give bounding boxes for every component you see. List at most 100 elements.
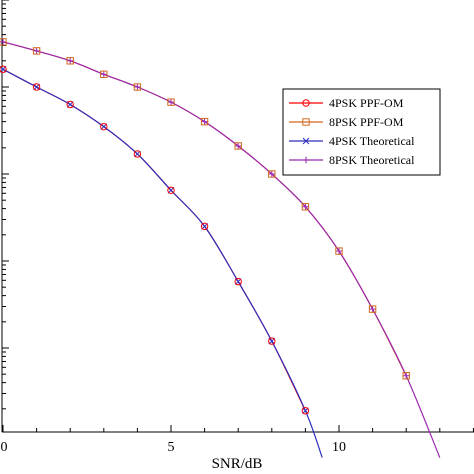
circle-marker bbox=[167, 186, 175, 194]
square-marker bbox=[268, 170, 276, 178]
x-marker-stroke bbox=[302, 407, 309, 415]
data-point bbox=[0, 65, 7, 73]
data-point bbox=[66, 100, 74, 109]
circle-marker bbox=[100, 122, 108, 131]
square-marker bbox=[200, 117, 209, 126]
legend-item: 8PSK Theoretical bbox=[289, 153, 415, 167]
data-point bbox=[167, 186, 175, 194]
square-marker bbox=[301, 203, 310, 211]
data-point bbox=[368, 305, 377, 313]
data-point bbox=[234, 142, 242, 150]
data-point bbox=[32, 47, 41, 55]
square-marker bbox=[100, 70, 108, 78]
x-marker-stroke bbox=[268, 337, 276, 345]
data-point bbox=[32, 83, 41, 91]
data-point bbox=[0, 38, 7, 46]
square-marker bbox=[0, 38, 7, 46]
x-marker-stroke bbox=[100, 123, 108, 131]
data-point bbox=[33, 47, 41, 55]
square-marker bbox=[234, 142, 242, 150]
data-point bbox=[335, 247, 343, 255]
x-tick-label: 5 bbox=[168, 440, 175, 455]
x-tick-label: 10 bbox=[332, 440, 346, 455]
x-marker-stroke bbox=[167, 186, 175, 194]
data-point bbox=[402, 372, 410, 380]
data-point bbox=[167, 186, 175, 194]
x-marker-stroke bbox=[134, 150, 141, 158]
data-point bbox=[200, 222, 209, 231]
square-marker bbox=[368, 305, 377, 313]
square-marker bbox=[66, 57, 74, 65]
data-point bbox=[66, 57, 74, 65]
circle-marker bbox=[200, 222, 209, 231]
data-point bbox=[302, 407, 309, 415]
square-marker bbox=[302, 118, 310, 126]
data-point bbox=[100, 70, 108, 78]
data-point bbox=[335, 247, 343, 255]
circle-marker bbox=[0, 65, 7, 73]
legend-label: 4PSK PPF-OM bbox=[329, 96, 404, 110]
square-marker bbox=[32, 47, 41, 55]
square-marker bbox=[133, 83, 142, 91]
data-point bbox=[133, 150, 142, 158]
legend-item: 8PSK PPF-OM bbox=[289, 115, 404, 129]
data-point bbox=[134, 150, 141, 158]
data-point bbox=[234, 142, 242, 150]
legend-marker bbox=[302, 99, 310, 107]
x-marker-stroke bbox=[302, 137, 310, 145]
legend-marker bbox=[302, 118, 310, 126]
data-point bbox=[301, 407, 310, 415]
x-marker-stroke bbox=[201, 223, 208, 230]
x-tick-labels: 0 5 10 bbox=[1, 440, 347, 455]
circle-marker bbox=[302, 99, 310, 107]
data-point bbox=[234, 277, 242, 286]
data-point bbox=[66, 57, 74, 65]
series-markers bbox=[0, 38, 410, 415]
x-marker-stroke bbox=[66, 101, 74, 108]
square-marker bbox=[335, 247, 343, 255]
data-point bbox=[167, 98, 175, 106]
square-marker bbox=[167, 98, 175, 106]
data-point bbox=[200, 117, 209, 126]
data-point bbox=[33, 83, 40, 91]
legend: 4PSK PPF-OM 8PSK PPF-OM 4PSK Theoretical 8P… bbox=[282, 88, 441, 176]
circle-marker bbox=[301, 407, 310, 415]
data-point bbox=[234, 278, 242, 285]
legend-marker bbox=[302, 156, 310, 164]
data-point bbox=[369, 305, 377, 313]
data-point bbox=[133, 83, 141, 91]
square-marker bbox=[402, 372, 410, 380]
x-marker-stroke bbox=[0, 65, 7, 73]
legend-label: 8PSK PPF-OM bbox=[329, 115, 404, 129]
data-point bbox=[268, 170, 276, 178]
circle-marker bbox=[32, 83, 41, 91]
data-point bbox=[66, 101, 74, 108]
circle-marker bbox=[133, 150, 142, 158]
circle-marker bbox=[234, 277, 242, 286]
data-point bbox=[0, 65, 7, 73]
data-point bbox=[0, 38, 7, 46]
data-point bbox=[133, 83, 142, 91]
circle-marker bbox=[66, 100, 74, 109]
legend-item: 4PSK PPF-OM bbox=[289, 96, 404, 110]
circle-marker bbox=[268, 337, 276, 345]
data-point bbox=[100, 123, 108, 131]
data-point bbox=[201, 118, 209, 126]
data-point bbox=[100, 122, 108, 131]
data-point bbox=[301, 203, 309, 211]
data-point bbox=[268, 170, 276, 178]
data-point bbox=[167, 98, 175, 106]
data-point bbox=[100, 70, 108, 78]
y-axis-ticks bbox=[2, 0, 9, 410]
legend-label: 8PSK Theoretical bbox=[329, 153, 415, 167]
x-marker-stroke bbox=[234, 278, 242, 285]
data-point bbox=[301, 203, 310, 211]
legend-marker bbox=[302, 137, 310, 145]
x-axis-ticks bbox=[2, 425, 474, 432]
legend-item: 4PSK Theoretical bbox=[289, 134, 415, 148]
data-point bbox=[268, 337, 276, 345]
data-point bbox=[402, 372, 410, 380]
x-axis-label: SNR/dB bbox=[212, 456, 263, 472]
